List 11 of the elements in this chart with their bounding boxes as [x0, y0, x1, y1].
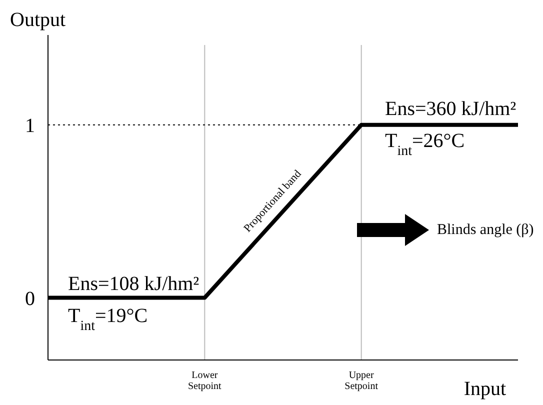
- annotation: Blinds angle (β): [437, 222, 534, 238]
- annotation: T$_{int}$=19°C: [68, 305, 148, 334]
- annotation: T$_{int}$=26°C: [385, 130, 465, 158]
- x-tick-label: Upper Setpoint: [344, 370, 378, 392]
- x-axis-title: Input: [464, 378, 507, 400]
- y-tick-label: 1: [25, 114, 35, 137]
- annotation: Ens=360 kJ/hm²: [385, 98, 516, 120]
- x-tick-label: Lower Setpoint: [188, 370, 222, 392]
- annotation: Ens=108 kJ/hm²: [68, 273, 200, 295]
- y-tick-label: 0: [25, 288, 35, 310]
- y-axis-title: Output: [10, 9, 66, 31]
